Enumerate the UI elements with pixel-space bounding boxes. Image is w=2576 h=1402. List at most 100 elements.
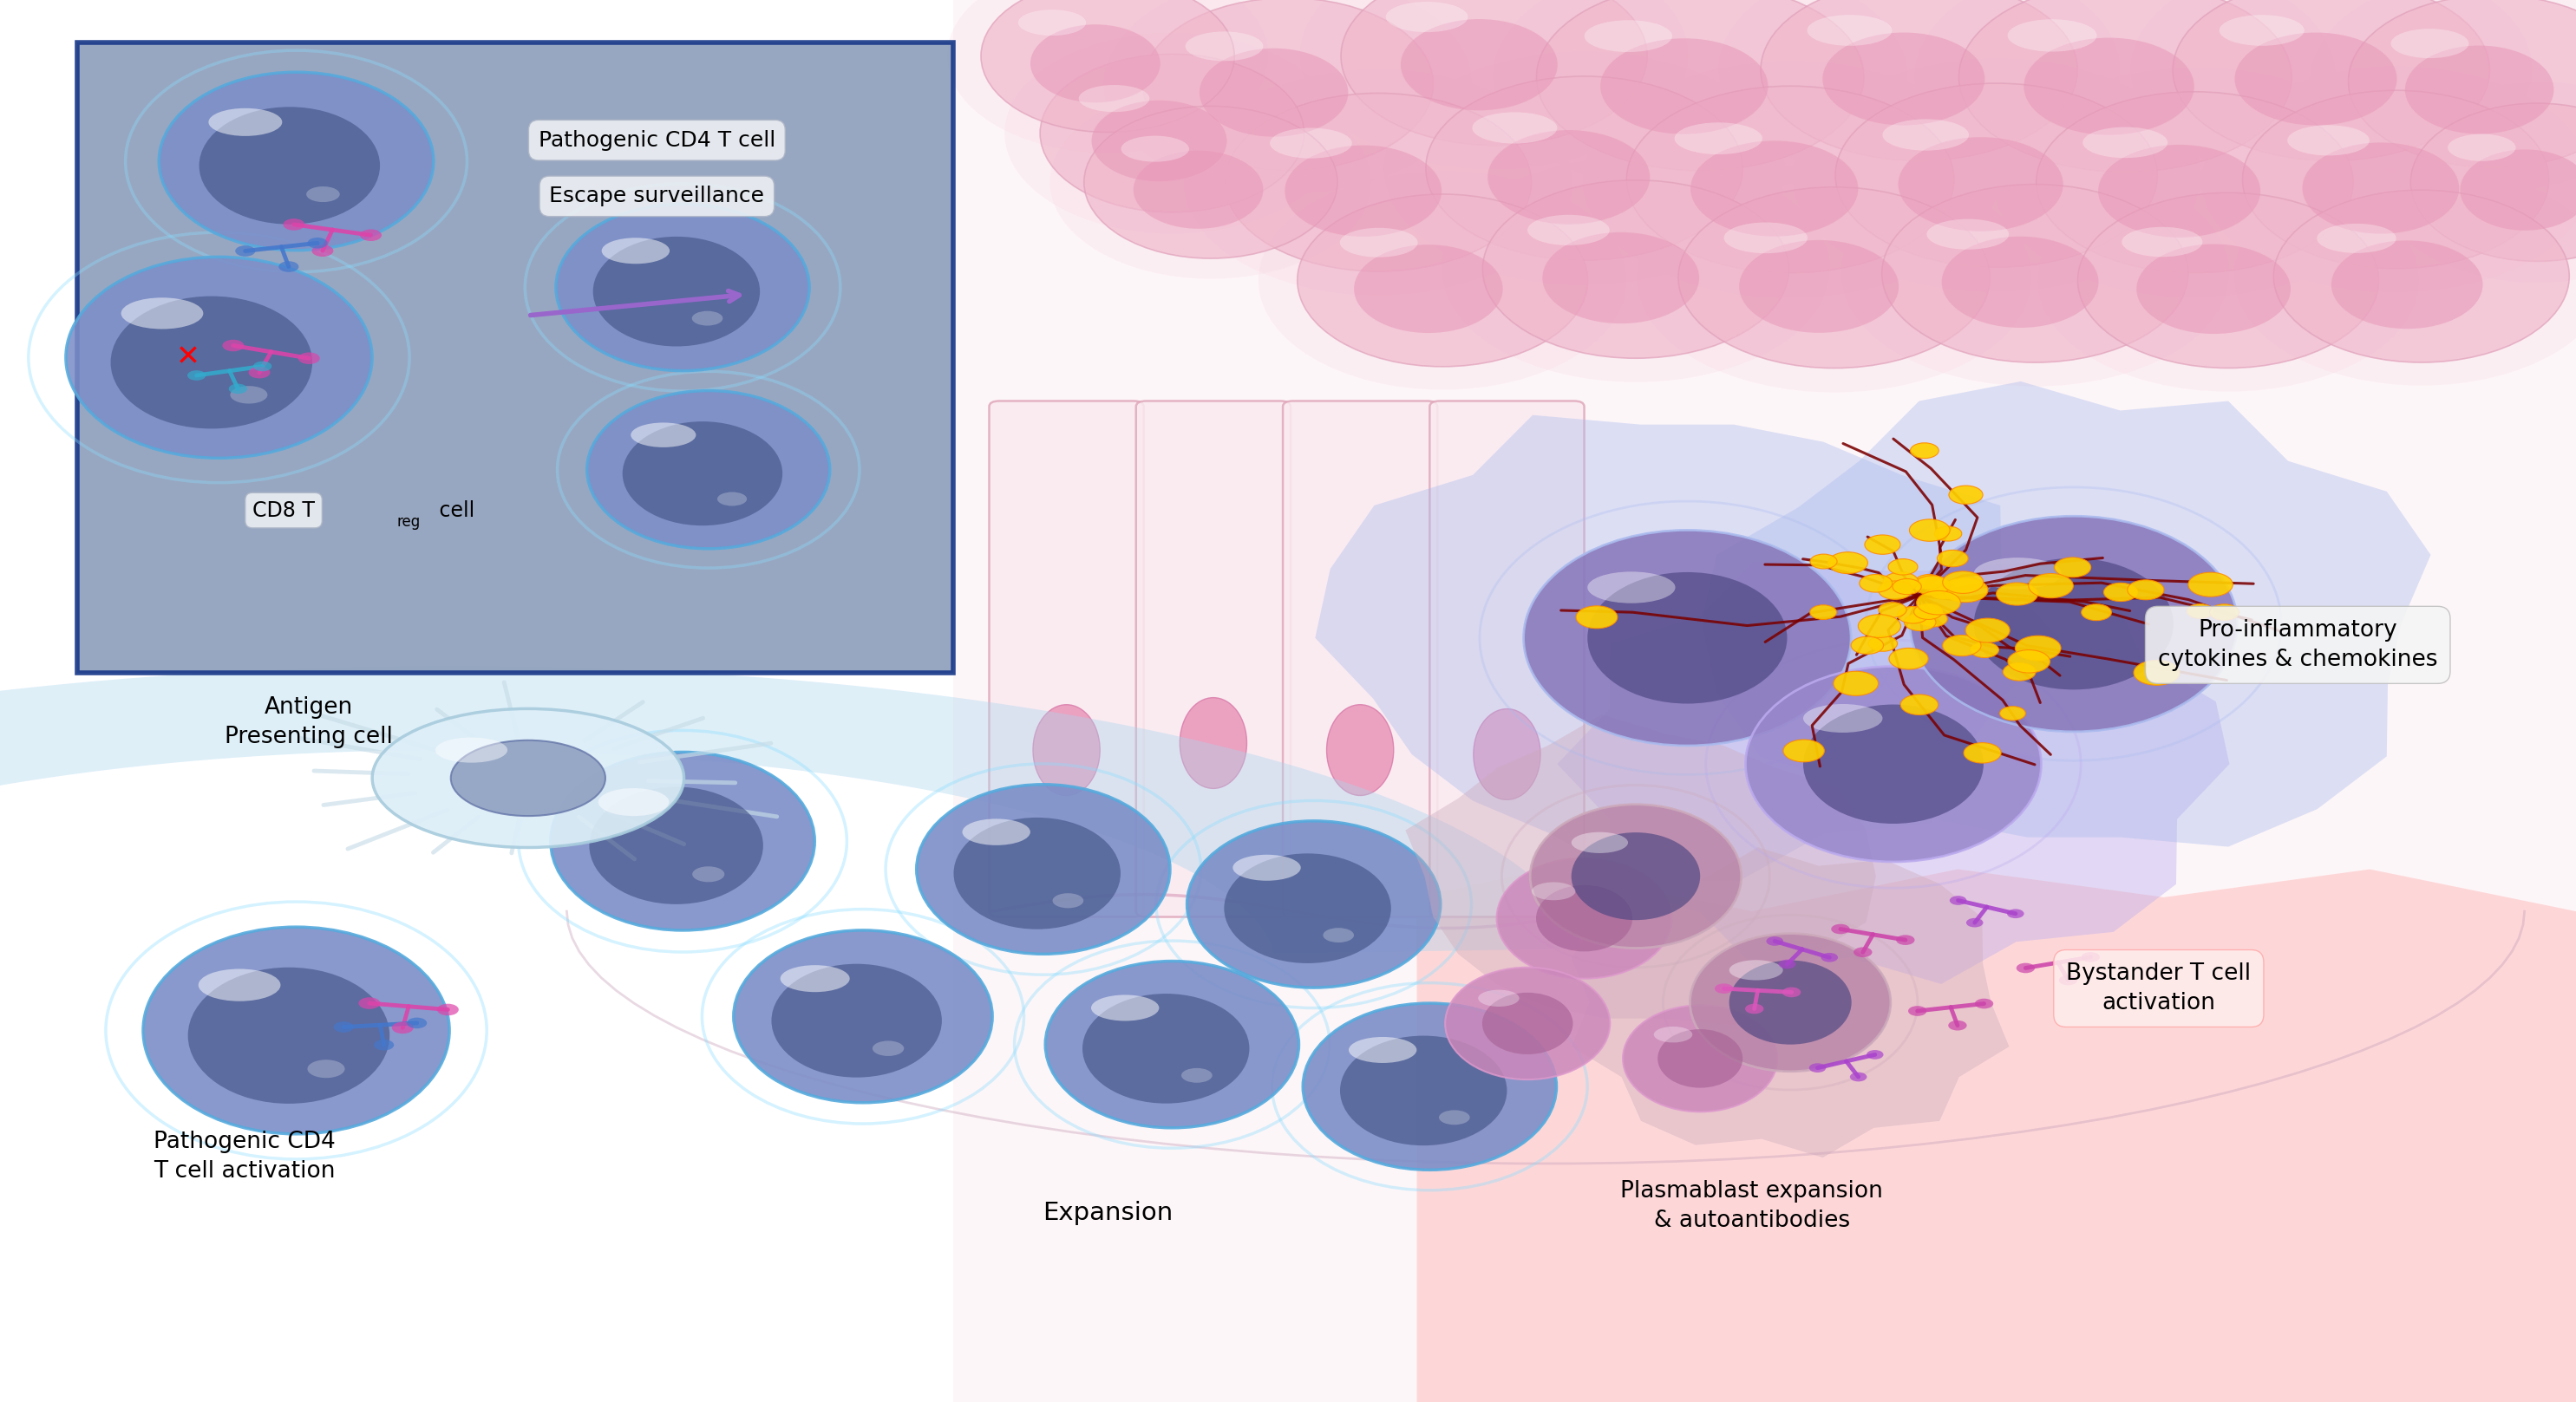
Ellipse shape xyxy=(631,422,696,447)
Circle shape xyxy=(2081,604,2112,621)
Ellipse shape xyxy=(2287,125,2370,156)
Circle shape xyxy=(1911,443,1940,458)
Ellipse shape xyxy=(2308,0,2576,191)
Ellipse shape xyxy=(1185,69,1571,296)
Ellipse shape xyxy=(1054,893,1084,908)
Ellipse shape xyxy=(2349,0,2576,168)
Circle shape xyxy=(1896,935,1914,945)
Ellipse shape xyxy=(598,788,670,816)
Polygon shape xyxy=(1571,847,2009,1158)
Circle shape xyxy=(222,339,245,352)
Circle shape xyxy=(1937,550,1968,566)
Ellipse shape xyxy=(1824,32,1984,125)
Ellipse shape xyxy=(781,965,850,993)
Ellipse shape xyxy=(209,108,283,136)
Text: Antigen
Presenting cell: Antigen Presenting cell xyxy=(224,695,394,749)
Ellipse shape xyxy=(1226,93,1530,272)
Text: ✕: ✕ xyxy=(175,343,201,372)
Ellipse shape xyxy=(1492,0,1909,196)
Ellipse shape xyxy=(451,740,605,816)
Circle shape xyxy=(1865,536,1901,554)
Circle shape xyxy=(2017,963,2035,973)
Text: CD8 T: CD8 T xyxy=(252,501,314,520)
Circle shape xyxy=(1917,575,1942,589)
Polygon shape xyxy=(1316,415,2058,880)
Ellipse shape xyxy=(734,931,992,1102)
Text: Plasmablast expansion
& autoantibodies: Plasmablast expansion & autoantibodies xyxy=(1620,1179,1883,1232)
Ellipse shape xyxy=(1723,223,1808,254)
Ellipse shape xyxy=(2411,104,2576,261)
Circle shape xyxy=(392,1022,415,1033)
Ellipse shape xyxy=(2391,29,2468,57)
Circle shape xyxy=(1878,603,1906,617)
Text: Pathogenic CD4 T cell: Pathogenic CD4 T cell xyxy=(538,130,775,150)
Circle shape xyxy=(1777,959,1795,969)
Ellipse shape xyxy=(873,1040,904,1056)
Ellipse shape xyxy=(2447,135,2517,161)
Ellipse shape xyxy=(963,819,1030,845)
Ellipse shape xyxy=(1443,156,1829,383)
Ellipse shape xyxy=(2378,81,2576,283)
Text: reg: reg xyxy=(397,513,420,530)
Circle shape xyxy=(1860,575,1893,592)
Ellipse shape xyxy=(2460,150,2576,230)
Ellipse shape xyxy=(198,107,381,224)
Ellipse shape xyxy=(2038,170,2419,391)
Ellipse shape xyxy=(2025,38,2195,135)
Ellipse shape xyxy=(1690,140,1857,237)
Ellipse shape xyxy=(590,787,762,904)
Circle shape xyxy=(1783,740,1824,761)
Ellipse shape xyxy=(2316,224,2396,252)
Ellipse shape xyxy=(623,422,783,526)
Circle shape xyxy=(1904,614,1937,631)
Ellipse shape xyxy=(1133,150,1262,229)
Ellipse shape xyxy=(2331,241,2483,329)
Ellipse shape xyxy=(1298,193,1587,367)
Ellipse shape xyxy=(1084,107,1337,258)
FancyBboxPatch shape xyxy=(1283,401,1437,917)
Circle shape xyxy=(407,1018,428,1029)
Ellipse shape xyxy=(1270,128,1352,158)
Ellipse shape xyxy=(1942,237,2099,328)
Ellipse shape xyxy=(1350,1037,1417,1063)
Ellipse shape xyxy=(188,967,389,1103)
Ellipse shape xyxy=(1340,1036,1507,1145)
Ellipse shape xyxy=(1728,960,1852,1044)
Ellipse shape xyxy=(1654,1026,1692,1043)
Ellipse shape xyxy=(2035,91,2354,273)
Ellipse shape xyxy=(1440,1110,1471,1124)
Circle shape xyxy=(1947,1021,1968,1030)
Ellipse shape xyxy=(1803,704,1883,733)
Ellipse shape xyxy=(1535,0,1865,171)
Circle shape xyxy=(1914,576,1950,596)
Ellipse shape xyxy=(1793,59,2200,292)
Text: Pro-inflammatory
cytokines & chemokines: Pro-inflammatory cytokines & chemokines xyxy=(2159,618,2437,672)
Ellipse shape xyxy=(229,386,268,404)
Circle shape xyxy=(358,997,381,1009)
Ellipse shape xyxy=(1234,855,1301,880)
Ellipse shape xyxy=(2275,191,2568,363)
Circle shape xyxy=(2007,651,2050,673)
Circle shape xyxy=(2133,660,2179,686)
Ellipse shape xyxy=(111,296,312,429)
Circle shape xyxy=(1909,1005,1927,1016)
Ellipse shape xyxy=(2079,192,2378,369)
Circle shape xyxy=(307,237,327,248)
Ellipse shape xyxy=(1973,558,2061,589)
Ellipse shape xyxy=(1530,805,1741,948)
Circle shape xyxy=(234,245,255,257)
Polygon shape xyxy=(1406,715,1875,1025)
Ellipse shape xyxy=(1018,10,1087,35)
Circle shape xyxy=(1888,559,1917,575)
Ellipse shape xyxy=(1185,32,1262,62)
Ellipse shape xyxy=(1914,0,2336,198)
Circle shape xyxy=(374,1039,394,1050)
Ellipse shape xyxy=(1587,572,1788,704)
Ellipse shape xyxy=(1636,163,2032,393)
Text: cell: cell xyxy=(433,501,474,520)
Ellipse shape xyxy=(556,205,809,370)
Ellipse shape xyxy=(1623,1005,1777,1112)
Ellipse shape xyxy=(1383,52,1785,285)
Circle shape xyxy=(229,384,247,394)
Ellipse shape xyxy=(1473,709,1540,799)
